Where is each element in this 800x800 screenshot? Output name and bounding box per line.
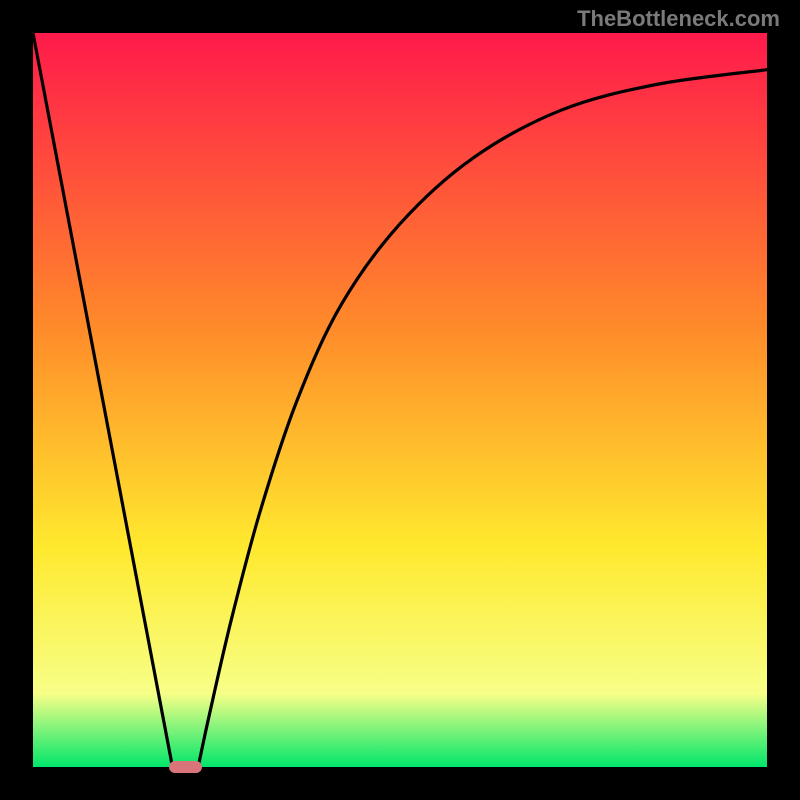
curve-right-segment	[198, 70, 767, 767]
watermark-text: TheBottleneck.com	[577, 6, 780, 32]
curve-overlay	[0, 0, 800, 800]
curve-left-segment	[33, 33, 172, 767]
valley-marker	[169, 761, 202, 773]
chart-container: TheBottleneck.com	[0, 0, 800, 800]
